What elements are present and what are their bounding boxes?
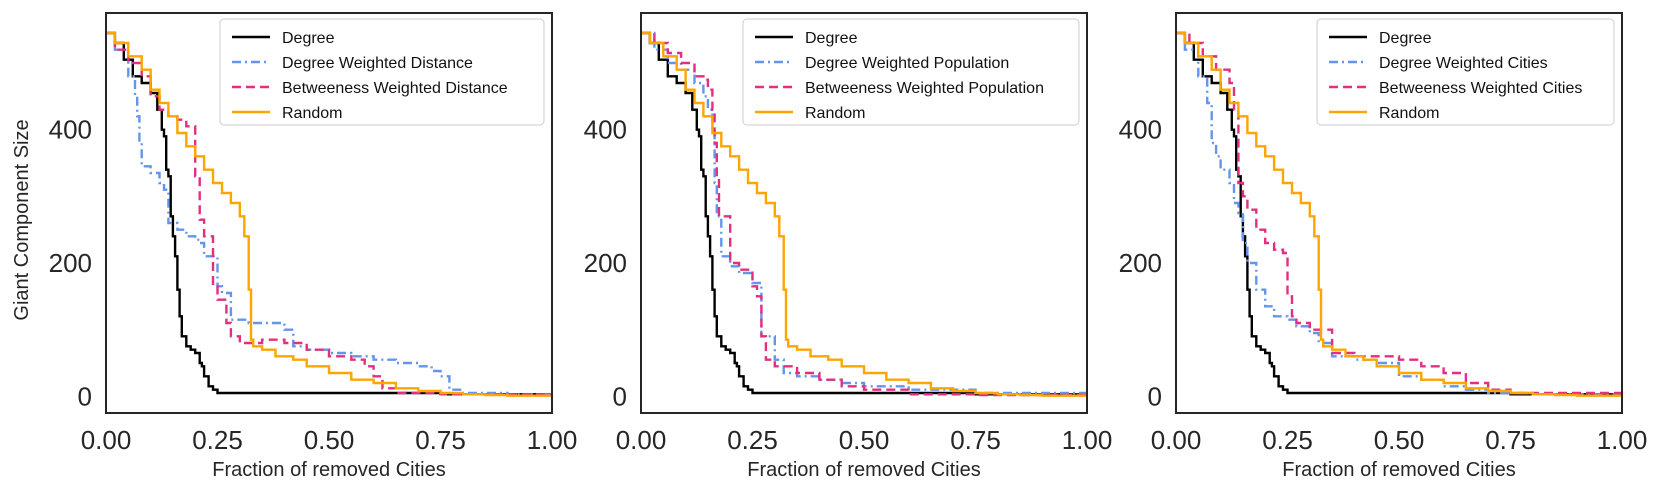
x-tick-label: 0.00 xyxy=(616,425,667,455)
y-tick-label: 400 xyxy=(584,115,627,145)
x-tick-label: 1.00 xyxy=(1597,425,1648,455)
y-tick-label: 200 xyxy=(1119,248,1162,278)
legend-label: Degree Weighted Cities xyxy=(1379,55,1548,72)
x-tick-label: 0.75 xyxy=(1485,425,1536,455)
legend-label: Betweeness Weighted Population xyxy=(805,80,1044,97)
series-line-3 xyxy=(106,31,552,396)
plot-frame xyxy=(640,12,1088,414)
x-tick-label: 0.00 xyxy=(81,425,132,455)
x-axis-label: Fraction of removed Cities xyxy=(1282,459,1515,481)
x-tick-label: 0.50 xyxy=(1374,425,1425,455)
chart-panel-2: 0.00 0.25 0.50 0.75 1.00 0 200 400 Fraction of r… xyxy=(584,12,1113,481)
series-line-2 xyxy=(1176,31,1622,396)
y-tick-label: 400 xyxy=(1119,115,1162,145)
series-line-4 xyxy=(106,31,552,397)
x-tick-label: 0.75 xyxy=(950,425,1001,455)
legend-box xyxy=(1316,18,1615,126)
panels: 0.00 0.25 0.50 0.75 1.00 0 200 400 Fraction of r… xyxy=(49,12,1648,481)
x-tick-label: 1.00 xyxy=(527,425,578,455)
legend-label: Random xyxy=(1379,105,1439,122)
figure-ylabel: Giant Component Size xyxy=(11,119,33,320)
x-tick-label: 0.50 xyxy=(304,425,355,455)
series-line-3 xyxy=(1176,31,1622,395)
y-tick-label: 0 xyxy=(613,381,627,411)
chart-panel-3: 0.00 0.25 0.50 0.75 1.00 0 200 400 Fraction of r… xyxy=(1119,12,1648,481)
y-tick-label: 200 xyxy=(49,248,92,278)
x-tick-label: 0.25 xyxy=(727,425,778,455)
legend-label: Degree xyxy=(282,30,335,47)
x-tick-label: 0.25 xyxy=(1262,425,1313,455)
series-line-4 xyxy=(1176,31,1622,397)
legend-label: Degree Weighted Distance xyxy=(282,55,473,72)
x-tick-label: 0.75 xyxy=(415,425,466,455)
y-tick-label: 200 xyxy=(584,248,627,278)
x-axis-label: Fraction of removed Cities xyxy=(747,459,980,481)
legend-label: Degree Weighted Population xyxy=(805,55,1009,72)
x-tick-label: 0.50 xyxy=(839,425,890,455)
legend: Degree Degree Weighted Distance Betweeness… xyxy=(219,18,545,126)
y-tick-label: 400 xyxy=(49,115,92,145)
x-tick-label: 0.00 xyxy=(1151,425,1202,455)
series-line-2 xyxy=(106,31,552,396)
y-tick-label: 0 xyxy=(1148,381,1162,411)
legend: Degree Degree Weighted Cities Betweeness W… xyxy=(1316,18,1615,126)
y-tick-label: 0 xyxy=(78,381,92,411)
legend-label: Betweeness Weighted Distance xyxy=(282,80,508,97)
plot-frame xyxy=(105,12,553,414)
legend-label: Betweeness Weighted Cities xyxy=(1379,80,1582,97)
series-line-3 xyxy=(641,31,1087,397)
chart-panel-1: 0.00 0.25 0.50 0.75 1.00 0 200 400 Fraction of r… xyxy=(49,12,578,481)
series-line-2 xyxy=(641,31,1087,395)
legend-label: Degree xyxy=(805,30,858,47)
x-tick-label: 1.00 xyxy=(1062,425,1113,455)
legend-label: Random xyxy=(282,105,342,122)
series-line-4 xyxy=(641,31,1087,397)
x-tick-label: 0.25 xyxy=(192,425,243,455)
x-axis-label: Fraction of removed Cities xyxy=(212,459,445,481)
legend-box xyxy=(742,18,1080,126)
legend-label: Random xyxy=(805,105,865,122)
legend: Degree Degree Weighted Population Betweene… xyxy=(742,18,1080,126)
legend-label: Degree xyxy=(1379,30,1432,47)
plot-frame xyxy=(1175,12,1623,414)
legend-box xyxy=(219,18,545,126)
